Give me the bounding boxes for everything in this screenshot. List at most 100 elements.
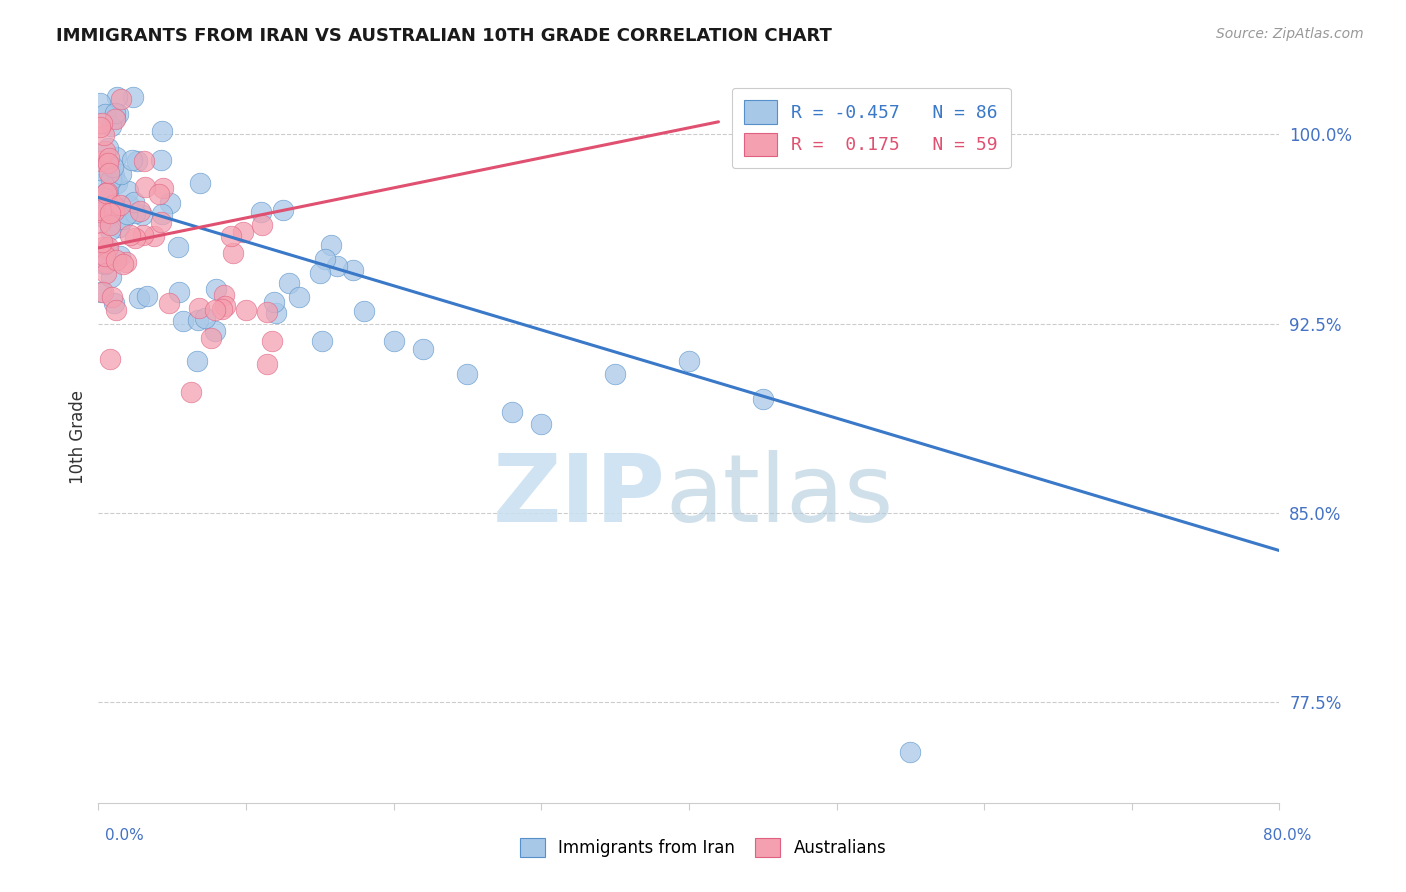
Point [93, 128, 115, 143]
Point [97, 151, 120, 165]
Point [104, 105, 127, 120]
Point [127, 154, 149, 169]
Point [104, 111, 127, 125]
Point [105, 89, 128, 103]
Point [287, 290, 309, 304]
Point [94, 211, 117, 225]
Point [94, 249, 117, 263]
Point [97, 240, 120, 254]
Point [204, 324, 226, 338]
Point [530, 417, 553, 432]
Point [94, 145, 117, 159]
Point [100, 172, 122, 186]
Point [321, 238, 343, 252]
Point [186, 353, 208, 368]
Point [89, 162, 111, 177]
Point [110, 93, 132, 107]
Point [232, 225, 254, 239]
Text: Source: ZipAtlas.com: Source: ZipAtlas.com [1216, 27, 1364, 41]
Point [98, 206, 121, 220]
Point [150, 207, 173, 221]
Point [134, 179, 156, 194]
Legend: Immigrants from Iran, Australians: Immigrants from Iran, Australians [512, 830, 894, 866]
Point [235, 302, 257, 317]
Point [678, 354, 700, 368]
Point [124, 194, 146, 209]
Point [89, 204, 111, 219]
Point [90, 154, 112, 169]
Point [96, 266, 118, 280]
Point [204, 303, 226, 318]
Point [104, 150, 127, 164]
Point [90, 285, 112, 300]
Point [100, 218, 122, 232]
Point [115, 207, 138, 221]
Point [89, 96, 111, 111]
Point [105, 202, 128, 217]
Point [111, 257, 134, 271]
Point [311, 334, 333, 348]
Point [211, 302, 233, 317]
Point [103, 296, 125, 310]
Point [89, 216, 111, 230]
Point [101, 198, 124, 212]
Point [128, 291, 150, 305]
Point [90, 202, 112, 217]
Point [132, 228, 155, 243]
Point [89, 178, 111, 192]
Point [104, 252, 127, 267]
Point [501, 405, 523, 419]
Point [325, 259, 347, 273]
Point [115, 255, 138, 269]
Point [103, 202, 125, 216]
Point [96, 186, 118, 200]
Point [200, 330, 222, 344]
Point [353, 304, 375, 318]
Point [107, 107, 129, 121]
Point [150, 215, 173, 229]
Point [101, 160, 124, 174]
Text: 0.0%: 0.0% [105, 828, 145, 843]
Point [100, 119, 122, 133]
Point [256, 304, 278, 318]
Point [180, 385, 202, 400]
Point [98, 352, 121, 367]
Point [93, 285, 115, 299]
Point [96, 186, 118, 201]
Point [187, 301, 209, 316]
Point [131, 208, 153, 222]
Point [90, 235, 112, 250]
Point [105, 177, 128, 191]
Point [117, 198, 139, 212]
Point [342, 262, 364, 277]
Point [104, 303, 127, 318]
Point [412, 342, 434, 356]
Point [98, 166, 121, 180]
Point [108, 198, 131, 212]
Point [96, 242, 118, 256]
Point [121, 89, 143, 103]
Point [132, 154, 155, 169]
Point [89, 120, 111, 134]
Point [214, 299, 236, 313]
Point [167, 240, 190, 254]
Point [103, 204, 125, 219]
Point [97, 141, 120, 155]
Point [900, 745, 922, 759]
Point [752, 392, 775, 407]
Point [91, 116, 114, 130]
Point [277, 277, 299, 291]
Point [135, 289, 157, 303]
Point [103, 169, 125, 184]
Point [172, 314, 194, 328]
Point [93, 107, 115, 121]
Point [100, 270, 122, 285]
Point [188, 176, 211, 190]
Text: IMMIGRANTS FROM IRAN VS AUSTRALIAN 10TH GRADE CORRELATION CHART: IMMIGRANTS FROM IRAN VS AUSTRALIAN 10TH … [56, 27, 832, 45]
Point [167, 285, 190, 299]
Point [187, 313, 209, 327]
Point [256, 357, 278, 371]
Point [205, 282, 228, 296]
Point [152, 181, 174, 195]
Point [93, 191, 115, 205]
